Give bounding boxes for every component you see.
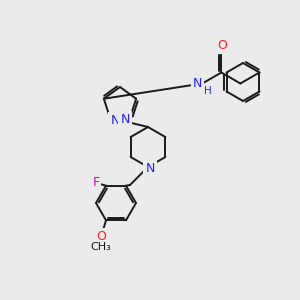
Text: N: N	[193, 77, 202, 90]
Text: N: N	[110, 114, 120, 127]
Text: N: N	[145, 163, 155, 176]
Text: CH₃: CH₃	[91, 242, 111, 252]
Text: F: F	[92, 176, 100, 189]
Text: O: O	[218, 39, 227, 52]
Text: H: H	[204, 85, 212, 95]
Text: N: N	[120, 113, 130, 126]
Text: O: O	[96, 230, 106, 243]
